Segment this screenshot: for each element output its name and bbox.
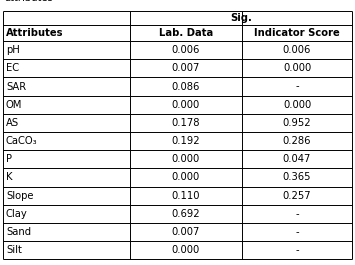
Text: 0.952: 0.952 xyxy=(283,118,311,128)
Text: 0.006: 0.006 xyxy=(283,45,311,55)
Text: AS: AS xyxy=(6,118,19,128)
Text: 0.286: 0.286 xyxy=(283,136,311,146)
Text: Indicator Score: Indicator Score xyxy=(254,28,340,38)
Text: 0.692: 0.692 xyxy=(172,209,200,219)
Text: 0.007: 0.007 xyxy=(172,63,200,73)
Text: P: P xyxy=(6,154,12,164)
Text: 0.000: 0.000 xyxy=(283,63,311,73)
Text: 0.192: 0.192 xyxy=(172,136,200,146)
Text: -: - xyxy=(295,209,299,219)
Text: -: - xyxy=(295,227,299,237)
Text: Silt: Silt xyxy=(6,245,22,255)
Text: 0.110: 0.110 xyxy=(172,191,200,201)
Text: 0.000: 0.000 xyxy=(172,154,200,164)
Text: 0.000: 0.000 xyxy=(172,173,200,183)
Text: OM: OM xyxy=(6,100,22,110)
Text: Sig.: Sig. xyxy=(230,13,252,23)
Text: 0.086: 0.086 xyxy=(172,82,200,91)
Text: 0.365: 0.365 xyxy=(283,173,311,183)
Text: -: - xyxy=(295,245,299,255)
Text: pH: pH xyxy=(6,45,20,55)
Text: Lab. Data: Lab. Data xyxy=(159,28,213,38)
Text: Slope: Slope xyxy=(6,191,33,201)
Text: 0.007: 0.007 xyxy=(172,227,200,237)
Text: 0.178: 0.178 xyxy=(172,118,200,128)
Text: attributes: attributes xyxy=(4,0,53,3)
Text: -: - xyxy=(295,82,299,91)
Text: K: K xyxy=(6,173,12,183)
Text: Sand: Sand xyxy=(6,227,31,237)
Text: 0.000: 0.000 xyxy=(172,245,200,255)
Text: EC: EC xyxy=(6,63,19,73)
Text: Clay: Clay xyxy=(6,209,28,219)
Text: SAR: SAR xyxy=(6,82,26,91)
Text: 0.000: 0.000 xyxy=(172,100,200,110)
Text: 0.257: 0.257 xyxy=(283,191,311,201)
Text: Attributes: Attributes xyxy=(6,28,64,38)
Text: 0.047: 0.047 xyxy=(283,154,311,164)
Text: CaCO₃: CaCO₃ xyxy=(6,136,38,146)
Text: 0.006: 0.006 xyxy=(172,45,200,55)
Text: 0.000: 0.000 xyxy=(283,100,311,110)
